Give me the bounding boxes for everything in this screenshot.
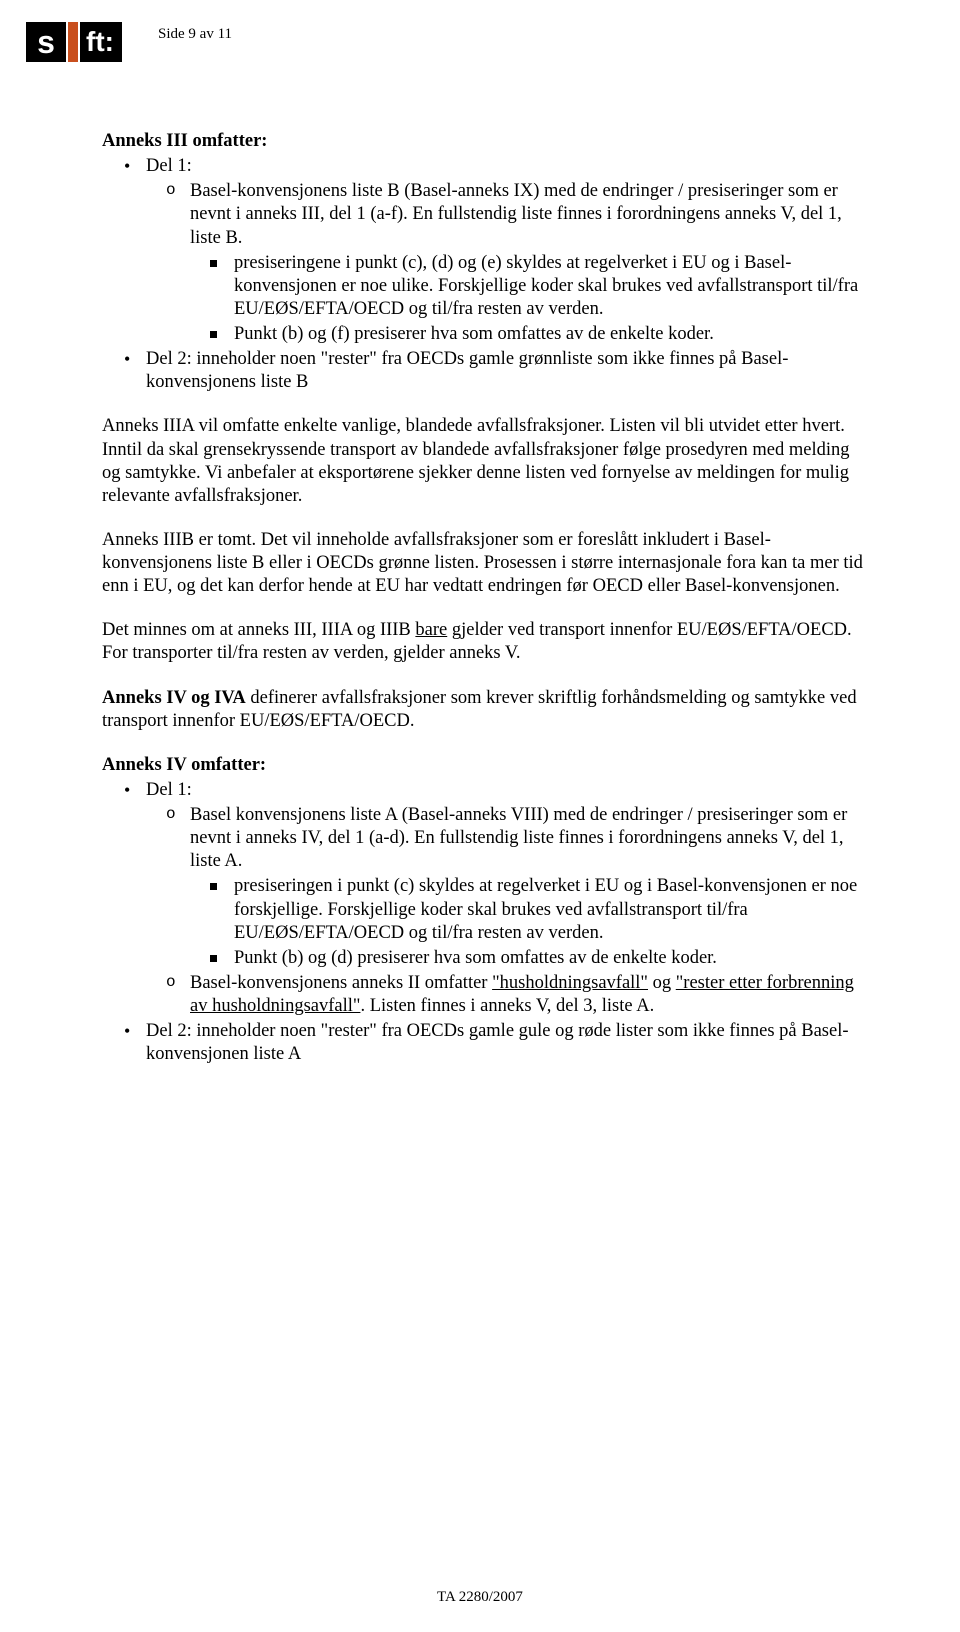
heading-anneks-iii: Anneks III omfatter: <box>102 130 872 153</box>
paragraph: Anneks IIIB er tomt. Det vil inneholde a… <box>102 529 872 598</box>
logo-divider <box>68 22 78 62</box>
underlined-text: bare <box>415 620 447 640</box>
list-item: Basel-konvensjonens liste B (Basel-annek… <box>102 180 872 249</box>
paragraph: Anneks IIIA vil omfatte enkelte vanlige,… <box>102 415 872 508</box>
footer: TA 2280/2007 <box>0 1589 960 1606</box>
text: Basel-konvensjonens anneks II omfatter <box>190 973 492 993</box>
list-item: Punkt (b) og (d) presiserer hva som omfa… <box>102 947 872 970</box>
underlined-text: "husholdningsavfall" <box>492 973 648 993</box>
list-item: Del 2: inneholder noen "rester" fra OECD… <box>102 1020 872 1066</box>
logo: s ft: <box>26 22 122 62</box>
text: Det minnes om at anneks III, IIIA og III… <box>102 620 415 640</box>
logo-ft-box: ft: <box>80 22 122 62</box>
heading-anneks-iv: Anneks IV omfatter: <box>102 754 872 777</box>
list-item: Basel-konvensjonens anneks II omfatter "… <box>102 972 872 1018</box>
paragraph: Anneks IV og IVA definerer avfallsfraksj… <box>102 687 872 733</box>
list-item: Punkt (b) og (f) presiserer hva som omfa… <box>102 323 872 346</box>
document-body: Anneks III omfatter: Del 1: Basel-konven… <box>102 130 872 1068</box>
list-item: Del 1: <box>102 155 872 178</box>
bold-text: Anneks IV og IVA <box>102 688 246 708</box>
page-number: Side 9 av 11 <box>158 26 232 43</box>
text: og <box>648 973 676 993</box>
logo-s-box: s <box>26 22 66 62</box>
paragraph: Det minnes om at anneks III, IIIA og III… <box>102 619 872 665</box>
list-item: presiseringene i punkt (c), (d) og (e) s… <box>102 252 872 321</box>
list-item: Del 1: <box>102 779 872 802</box>
text: . Listen finnes i anneks V, del 3, liste… <box>360 996 654 1016</box>
list-item: Del 2: inneholder noen "rester" fra OECD… <box>102 348 872 394</box>
list-item: presiseringen i punkt (c) skyldes at reg… <box>102 875 872 944</box>
list-item: Basel konvensjonens liste A (Basel-annek… <box>102 804 872 873</box>
